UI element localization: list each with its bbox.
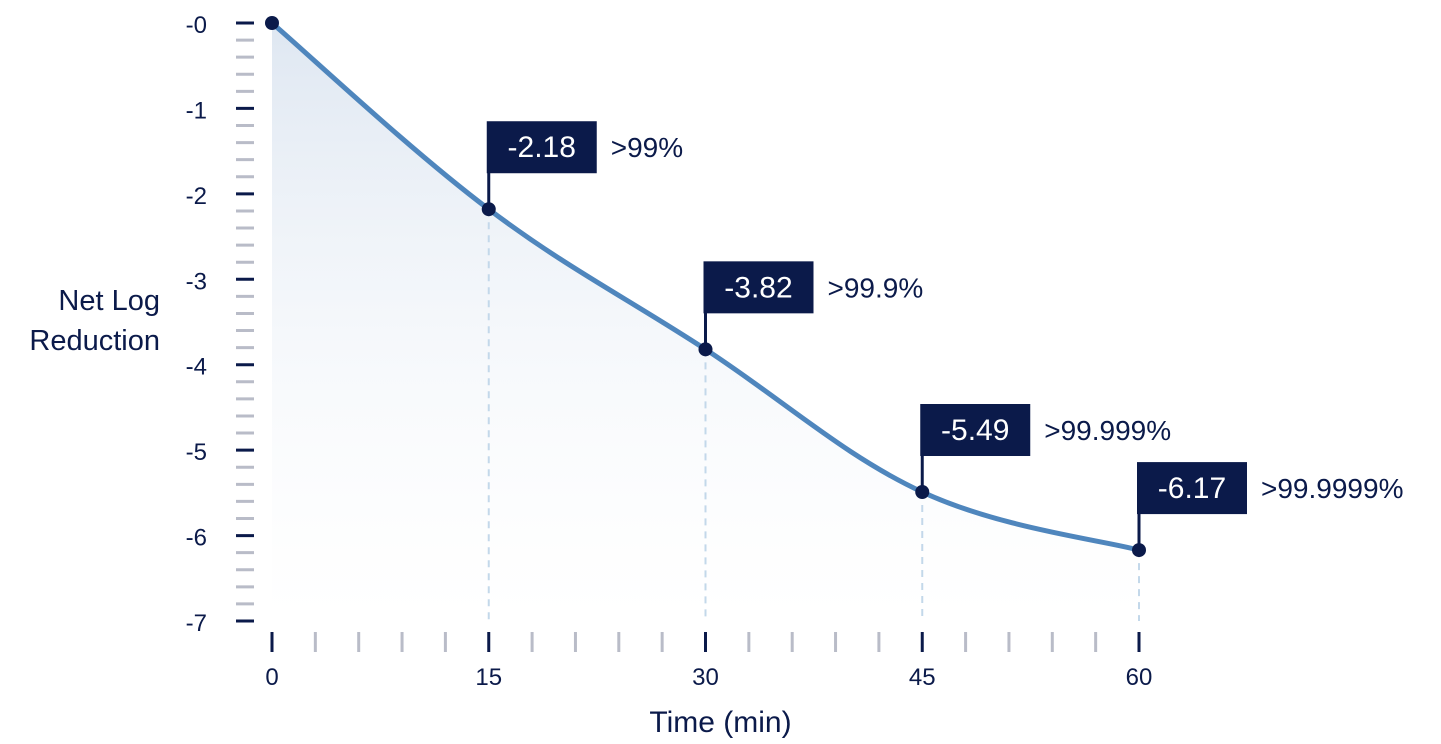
value-label-3: -6.17 — [1158, 472, 1226, 505]
y-tick-label-6: -6 — [186, 525, 207, 552]
x-tick-label-2: 30 — [692, 664, 719, 691]
y-tick-label-2: -2 — [186, 183, 207, 210]
data-point-4 — [1132, 543, 1146, 558]
x-axis-label: Time (min) — [649, 706, 792, 739]
y-tick-label-4: -4 — [186, 354, 207, 381]
percent-label-1: >99.9% — [828, 272, 924, 303]
x-tick-label-3: 45 — [909, 664, 936, 691]
value-label-1: -3.82 — [724, 271, 792, 304]
percent-label-0: >99% — [611, 132, 683, 163]
value-label-box-0 — [486, 121, 597, 174]
percent-label-3: >99.9999% — [1261, 473, 1403, 504]
y-axis-label-line-2: Reduction — [29, 325, 160, 357]
y-tick-label-7: -7 — [186, 610, 207, 637]
value-label-box-3 — [1137, 462, 1247, 515]
value-label-0: -2.18 — [508, 131, 576, 164]
data-point-0 — [265, 16, 279, 30]
data-point-2 — [698, 342, 713, 357]
x-tick-label-4: 60 — [1126, 664, 1153, 691]
y-tick-label-1: -1 — [186, 97, 207, 124]
percent-label-2: >99.999% — [1044, 415, 1171, 446]
x-tick-label-1: 15 — [475, 664, 502, 691]
value-label-2: -5.49 — [941, 414, 1009, 447]
data-point-1 — [481, 202, 496, 217]
y-tick-label-3: -3 — [186, 268, 207, 295]
y-tick-label-5: -5 — [186, 439, 207, 466]
y-axis-label-line-1: Net Log — [58, 285, 160, 317]
value-label-box-1 — [703, 261, 814, 314]
value-label-box-2 — [920, 404, 1031, 457]
y-tick-label-0: -0 — [186, 12, 207, 39]
x-tick-label-0: 0 — [265, 664, 278, 691]
data-point-3 — [915, 485, 930, 500]
